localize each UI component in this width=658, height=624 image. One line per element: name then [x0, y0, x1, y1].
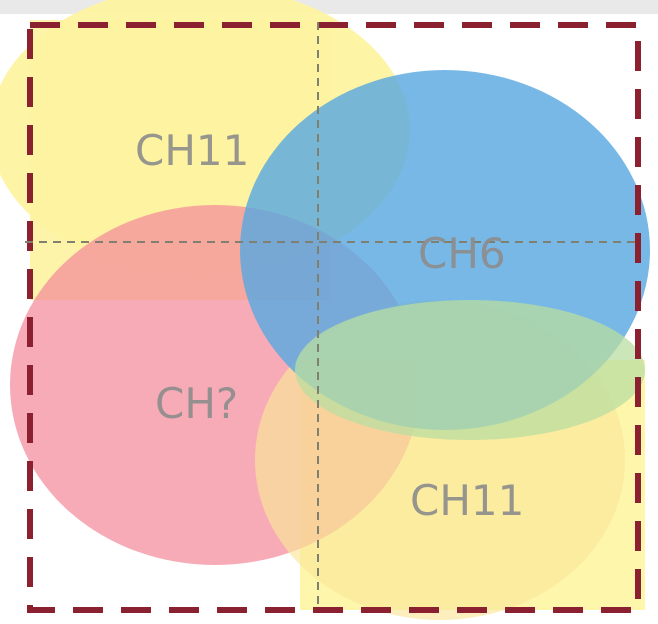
label-center-right: CH6 [418, 229, 506, 278]
label-top-left: CH11 [135, 126, 249, 175]
green-ellipse [295, 300, 645, 440]
dashed-border [27, 22, 641, 613]
label-bottom-left: CH? [155, 379, 238, 428]
label-bottom-right: CH11 [410, 476, 524, 525]
